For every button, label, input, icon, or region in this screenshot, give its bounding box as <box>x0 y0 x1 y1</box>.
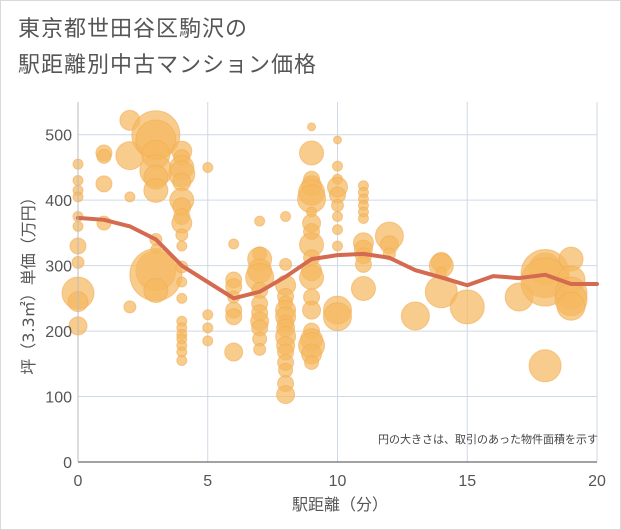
data-bubble <box>333 135 342 145</box>
data-bubble <box>176 292 188 304</box>
y-tick-label: 0 <box>63 455 72 472</box>
data-bubble <box>332 211 343 223</box>
data-bubble <box>331 198 344 212</box>
data-bubble <box>302 300 322 320</box>
data-bubble <box>400 301 430 331</box>
x-axis-label: 駅距離（分） <box>292 495 388 514</box>
data-bubble <box>176 355 188 367</box>
trend-line <box>76 215 599 301</box>
data-bubble <box>276 385 296 405</box>
trend-line-layer <box>76 215 599 301</box>
data-bubble <box>323 302 352 332</box>
y-tick-label: 300 <box>45 259 72 276</box>
x-tick-label: 5 <box>203 473 212 490</box>
data-bubble <box>332 224 343 236</box>
data-bubble <box>299 140 325 166</box>
data-bubble <box>225 308 243 326</box>
y-tick-label: 100 <box>45 390 72 407</box>
data-bubble <box>280 211 292 223</box>
x-tick-label: 10 <box>329 473 347 490</box>
data-bubble <box>202 161 214 173</box>
data-bubble <box>449 289 485 325</box>
data-bubble <box>123 300 137 314</box>
data-bubble <box>307 122 317 132</box>
y-tick-label: 400 <box>45 193 72 210</box>
data-bubble <box>279 257 293 271</box>
bubble-size-note: 円の大きさは、取引のあった物件面積を示す <box>378 432 598 446</box>
data-bubble <box>176 240 188 252</box>
data-bubble <box>143 278 169 304</box>
data-bubble <box>124 191 136 203</box>
chart-title-line1: 東京都世田谷区駒沢の <box>18 17 249 42</box>
data-bubble <box>350 276 376 302</box>
y-tick-label: 500 <box>45 128 72 145</box>
data-bubble <box>357 213 369 225</box>
x-tick-labels: 0 5 10 15 20 <box>74 473 606 490</box>
y-tick-label: 200 <box>45 324 72 341</box>
data-bubble <box>304 355 320 371</box>
data-bubble <box>528 349 562 383</box>
data-bubble <box>96 148 112 164</box>
data-bubble <box>254 215 266 227</box>
data-bubble <box>143 177 169 203</box>
data-bubble <box>176 276 188 288</box>
chart-title-line2: 駅距離別中古マンション価格 <box>18 53 318 78</box>
data-bubble <box>253 342 267 356</box>
data-bubble <box>228 238 240 250</box>
y-axis-label: 坪（3.3㎡）単価（万円） <box>19 189 38 374</box>
y-tick-labels: 0 100 200 300 400 500 <box>45 128 72 472</box>
data-bubble <box>202 335 214 347</box>
data-bubble <box>202 322 214 334</box>
data-bubble <box>332 240 343 252</box>
data-bubble <box>224 342 244 362</box>
data-bubble <box>556 291 586 321</box>
x-tick-label: 15 <box>458 473 476 490</box>
data-bubble <box>332 160 343 172</box>
x-tick-label: 20 <box>588 473 606 490</box>
data-bubble <box>95 175 113 193</box>
data-bubble <box>299 264 325 290</box>
data-bubble <box>354 255 372 273</box>
data-bubble <box>175 228 189 242</box>
data-bubble <box>202 309 214 321</box>
x-tick-label: 0 <box>74 473 83 490</box>
chart-title: 東京都世田谷区駒沢の 駅距離別中古マンション価格 <box>18 12 317 84</box>
